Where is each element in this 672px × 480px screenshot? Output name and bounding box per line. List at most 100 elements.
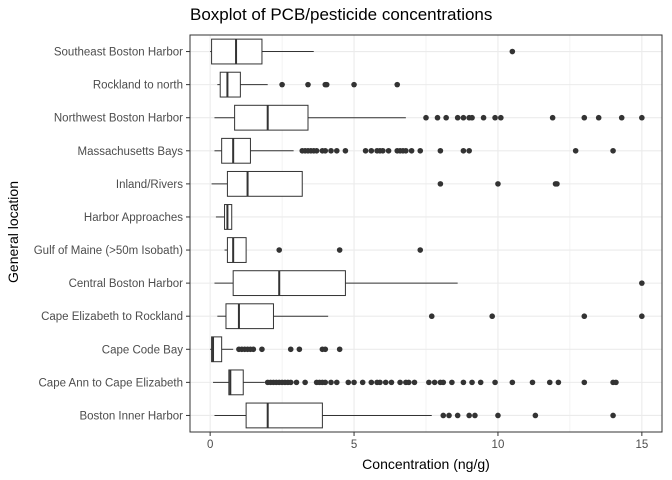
outlier-point	[610, 147, 616, 154]
box-group	[224, 237, 247, 263]
outlier-point	[469, 379, 475, 386]
panel-border	[189, 34, 663, 433]
outlier-point	[581, 114, 588, 121]
outlier-point	[351, 81, 357, 88]
box	[225, 303, 274, 330]
y-tick-label: Gulf of Maine (>50m Isobath)	[34, 245, 183, 257]
outlier-point	[639, 313, 645, 320]
outlier-point	[509, 48, 516, 55]
outlier-point	[477, 379, 484, 386]
outlier-point	[469, 114, 475, 121]
outlier-point	[342, 147, 349, 154]
outlier-point	[302, 379, 308, 386]
box	[234, 104, 309, 131]
outlier-point	[259, 346, 265, 353]
y-tick-label: Central Boston Harbor	[69, 278, 184, 290]
x-tick-label: 5	[351, 439, 357, 451]
outlier-point	[549, 114, 556, 121]
outlier-point	[313, 147, 320, 154]
outlier-point	[328, 147, 334, 154]
box-group	[210, 38, 314, 65]
outlier-point	[377, 379, 383, 386]
outlier-point	[610, 412, 616, 419]
box	[228, 369, 244, 396]
outlier-point	[509, 379, 516, 386]
box	[221, 137, 251, 164]
box-group	[215, 204, 233, 230]
outlier-point	[581, 379, 588, 386]
box-group	[214, 104, 406, 131]
box-group	[211, 170, 303, 197]
outlier-point	[529, 379, 536, 386]
box	[219, 71, 241, 98]
y-tick-label: Cape Elizabeth to Rockland	[41, 311, 183, 323]
outlier-point	[489, 313, 495, 320]
outlier-point	[554, 181, 560, 187]
outlier-point	[276, 247, 283, 253]
outlier-point	[287, 346, 294, 353]
outlier-point	[460, 379, 467, 386]
outlier-point	[437, 147, 444, 154]
outlier-point	[443, 114, 449, 121]
outlier-point	[492, 379, 498, 386]
box-group	[217, 303, 329, 330]
outlier-point	[532, 412, 539, 419]
outlier-point	[431, 379, 438, 386]
outlier-point	[333, 379, 340, 386]
outlier-point	[394, 81, 401, 88]
outlier-point	[454, 114, 461, 121]
outlier-point	[546, 379, 553, 386]
outlier-point	[362, 147, 369, 154]
outlier-point	[555, 379, 562, 386]
outlier-point	[345, 379, 352, 386]
y-tick-label: Cape Ann to Cape Elizabeth	[39, 377, 184, 389]
box-group	[217, 71, 268, 98]
outlier-point	[382, 379, 389, 386]
box-group	[210, 336, 234, 363]
outlier-point	[322, 346, 329, 353]
outlier-point	[454, 412, 461, 419]
outlier-point	[296, 346, 303, 353]
outlier-point	[581, 313, 588, 320]
outlier-point	[446, 412, 452, 419]
outlier-point	[618, 114, 625, 121]
y-tick-label: Southeast Boston Harbor	[54, 47, 183, 59]
box-group	[214, 137, 294, 164]
outlier-point	[397, 379, 403, 386]
outlier-point	[639, 114, 645, 121]
outlier-point	[405, 379, 412, 386]
outlier-point	[351, 379, 357, 386]
box	[245, 402, 323, 429]
x-axis-title: Concentration (ng/g)	[362, 456, 490, 472]
outlier-point	[437, 181, 444, 187]
outlier-point	[466, 412, 472, 419]
outlier-point	[336, 247, 343, 253]
outlier-point	[368, 147, 375, 154]
box-group	[214, 270, 458, 297]
y-tick-label: Massachusetts Bays	[78, 146, 184, 158]
outlier-point	[434, 114, 441, 121]
y-tick-label: Inland/Rivers	[116, 179, 183, 191]
box	[226, 237, 247, 263]
outlier-point	[328, 379, 334, 386]
chart-title: Boxplot of PCB/pesticide concentrations	[190, 5, 492, 24]
outlier-point	[250, 346, 257, 353]
outlier-point	[492, 114, 498, 121]
outlier-point	[595, 114, 602, 121]
box	[232, 270, 346, 297]
box	[226, 170, 303, 197]
x-tick-label: 0	[207, 439, 213, 451]
outlier-point	[440, 412, 447, 419]
box	[211, 336, 223, 363]
outlier-point	[323, 81, 330, 88]
y-tick-label: Cape Code Bay	[102, 344, 183, 356]
outlier-point	[449, 379, 455, 386]
outlier-point	[613, 379, 619, 386]
outlier-point	[380, 147, 386, 154]
outlier-point	[426, 379, 432, 386]
outlier-point	[279, 81, 285, 88]
outlier-point	[293, 379, 300, 386]
outlier-point	[572, 147, 579, 154]
outlier-point	[322, 147, 329, 154]
